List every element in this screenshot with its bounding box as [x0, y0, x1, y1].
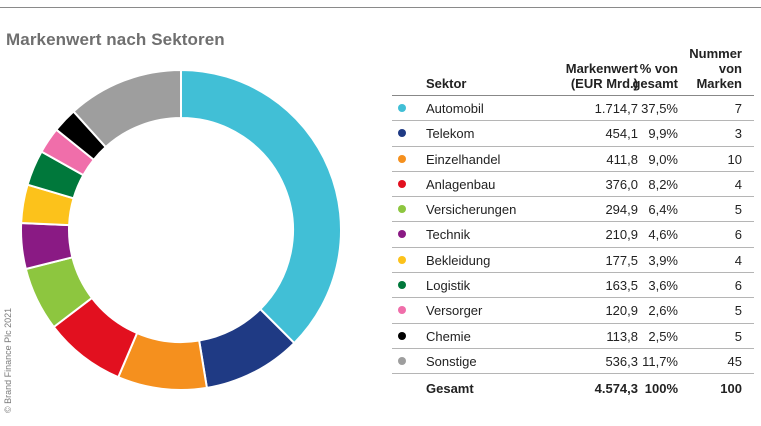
sector-name: Versicherungen: [426, 202, 517, 218]
brand-value: 163,5: [605, 278, 638, 294]
legend-dot: [398, 255, 406, 264]
legend-dot: [398, 281, 406, 290]
sector-name: Automobil: [426, 101, 484, 116]
sector-table: Sektor Markenwert (EUR Mrd.) % von gesam…: [392, 40, 754, 402]
share-percent: 3,6%: [648, 278, 678, 294]
legend-dot: [398, 356, 406, 365]
sector-name: Logistik: [426, 278, 471, 294]
header-count-line1: Nummer: [689, 46, 742, 61]
sector-name: Anlagenbau: [426, 176, 496, 192]
brand-count: 6: [734, 278, 742, 294]
total-value: 4.574,3: [594, 381, 638, 397]
table-row: Sonstige 536,3 11,7% 45: [392, 349, 754, 375]
table-row: Technik 210,9 4,6% 6: [392, 222, 754, 248]
brand-value: 210,9: [605, 227, 638, 243]
brand-value: 536,3: [605, 353, 638, 369]
share-percent: 11,7%: [642, 353, 678, 369]
sector-name: Versorger: [426, 303, 483, 319]
brand-count: 45: [727, 353, 742, 369]
share-percent: 2,6%: [648, 303, 678, 319]
table-total-row: Gesamt 4.574,3 100% 100: [392, 374, 754, 402]
brand-value: 376,0: [605, 176, 638, 192]
brand-count: 4: [734, 252, 742, 268]
brand-count: 10: [727, 151, 742, 167]
header-count-line3: Marken: [696, 76, 742, 91]
brand-count: 5: [734, 202, 742, 218]
brand-count: 4: [734, 176, 742, 192]
header-percent-line1: % von: [639, 61, 678, 76]
share-percent: 6,4%: [648, 202, 678, 218]
header-count: Nummer von Marken: [689, 46, 742, 91]
table-row: Bekleidung 177,5 3,9% 4: [392, 248, 754, 274]
share-percent: 3,9%: [648, 252, 678, 268]
sector-name: Einzelhandel: [426, 151, 501, 167]
sector-name: Sonstige: [426, 353, 477, 369]
legend-dot: [398, 104, 406, 112]
share-percent: 37,5%: [641, 101, 678, 116]
legend-dot: [398, 205, 406, 214]
table-row: Logistik 163,5 3,6% 6: [392, 273, 754, 299]
brand-value: 120,9: [605, 303, 638, 319]
brand-value: 454,1: [605, 126, 638, 142]
donut-slice-automobil: [180, 68, 342, 345]
header-percent-line2: gesamt: [632, 76, 678, 91]
brand-value: 177,5: [605, 252, 638, 268]
brand-count: 3: [734, 126, 742, 142]
legend-dot: [398, 230, 406, 239]
legend-dot: [398, 179, 406, 188]
top-divider: [0, 7, 761, 8]
table-row: Chemie 113,8 2,5% 5: [392, 324, 754, 349]
table-row: Telekom 454,1 9,9% 3: [392, 121, 754, 147]
brand-count: 5: [734, 328, 742, 344]
table-row: Einzelhandel 411,8 9,0% 10: [392, 147, 754, 172]
header-sektor: Sektor: [426, 76, 467, 91]
sector-name: Technik: [426, 227, 471, 243]
sector-name: Telekom: [426, 126, 475, 142]
brand-count: 7: [734, 101, 742, 116]
header-markenwert-line2: (EUR Mrd.): [570, 76, 638, 91]
legend-dot: [398, 154, 406, 163]
brand-value: 113,8: [606, 328, 638, 344]
total-label: Gesamt: [426, 381, 474, 397]
table-header: Sektor Markenwert (EUR Mrd.) % von gesam…: [392, 40, 754, 96]
table-body: Automobil 1.714,7 37,5% 7 Telekom 454,1 9,9% 3…: [392, 96, 754, 402]
share-percent: 9,0%: [648, 151, 678, 167]
share-percent: 2,5%: [648, 328, 678, 344]
brand-value: 294,9: [605, 202, 638, 218]
header-markenwert: Markenwert (EUR Mrd.): [566, 61, 638, 91]
legend-dot: [398, 129, 406, 138]
brand-count: 5: [734, 303, 742, 319]
chart-title: Markenwert nach Sektoren: [6, 30, 225, 49]
share-percent: 8,2%: [648, 176, 678, 192]
total-count: 100: [720, 381, 742, 397]
donut-chart: [20, 68, 342, 391]
header-count-line2: von: [718, 61, 742, 76]
share-percent: 9,9%: [648, 126, 678, 142]
table-row: Versicherungen 294,9 6,4% 5: [392, 197, 754, 223]
legend-dot: [398, 306, 406, 315]
header-markenwert-line1: Markenwert: [565, 61, 638, 76]
total-percent: 100%: [644, 381, 678, 397]
share-percent: 4,6%: [648, 227, 678, 243]
legend-dot: [398, 331, 406, 340]
brand-value: 411,8: [606, 151, 638, 167]
header-percent: % von gesamt: [618, 61, 678, 91]
sector-name: Chemie: [426, 328, 471, 344]
table-row: Anlagenbau 376,0 8,2% 4: [392, 172, 754, 198]
sector-name: Bekleidung: [426, 252, 491, 268]
brand-count: 6: [734, 227, 742, 243]
brand-value: 1.714,7: [594, 101, 638, 116]
table-row: Automobil 1.714,7 37,5% 7: [392, 96, 754, 122]
donut-slice-sonstige: [72, 68, 182, 149]
table-row: Versorger 120,9 2,6% 5: [392, 298, 754, 324]
